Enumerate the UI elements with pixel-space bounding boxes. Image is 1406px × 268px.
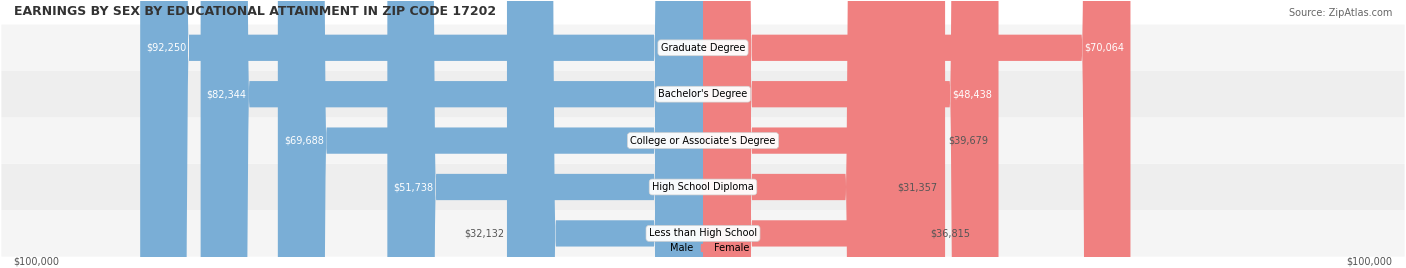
Text: $69,688: $69,688 [284, 136, 323, 146]
FancyBboxPatch shape [201, 0, 703, 268]
FancyBboxPatch shape [1, 210, 1405, 257]
Text: High School Diploma: High School Diploma [652, 182, 754, 192]
FancyBboxPatch shape [1, 25, 1405, 71]
FancyBboxPatch shape [703, 0, 945, 268]
FancyBboxPatch shape [508, 0, 703, 268]
FancyBboxPatch shape [703, 0, 928, 268]
FancyBboxPatch shape [703, 0, 894, 268]
Text: $31,357: $31,357 [897, 182, 938, 192]
Text: $51,738: $51,738 [394, 182, 433, 192]
FancyBboxPatch shape [1, 117, 1405, 164]
Text: Less than High School: Less than High School [650, 228, 756, 239]
Text: $70,064: $70,064 [1084, 43, 1125, 53]
FancyBboxPatch shape [141, 0, 703, 268]
FancyBboxPatch shape [387, 0, 703, 268]
FancyBboxPatch shape [1, 71, 1405, 117]
Text: EARNINGS BY SEX BY EDUCATIONAL ATTAINMENT IN ZIP CODE 17202: EARNINGS BY SEX BY EDUCATIONAL ATTAINMEN… [14, 5, 496, 18]
Text: College or Associate's Degree: College or Associate's Degree [630, 136, 776, 146]
Text: $48,438: $48,438 [952, 89, 993, 99]
Text: $39,679: $39,679 [948, 136, 988, 146]
Text: $32,132: $32,132 [464, 228, 503, 239]
FancyBboxPatch shape [278, 0, 703, 268]
FancyBboxPatch shape [703, 0, 998, 268]
Text: $100,000: $100,000 [14, 257, 59, 267]
Text: Graduate Degree: Graduate Degree [661, 43, 745, 53]
Text: $92,250: $92,250 [146, 43, 187, 53]
Text: Bachelor's Degree: Bachelor's Degree [658, 89, 748, 99]
FancyBboxPatch shape [703, 0, 1130, 268]
Text: $36,815: $36,815 [931, 228, 970, 239]
Legend: Male, Female: Male, Female [652, 239, 754, 257]
Text: $100,000: $100,000 [1347, 257, 1392, 267]
Text: $82,344: $82,344 [207, 89, 246, 99]
Text: Source: ZipAtlas.com: Source: ZipAtlas.com [1289, 8, 1392, 18]
FancyBboxPatch shape [1, 164, 1405, 210]
